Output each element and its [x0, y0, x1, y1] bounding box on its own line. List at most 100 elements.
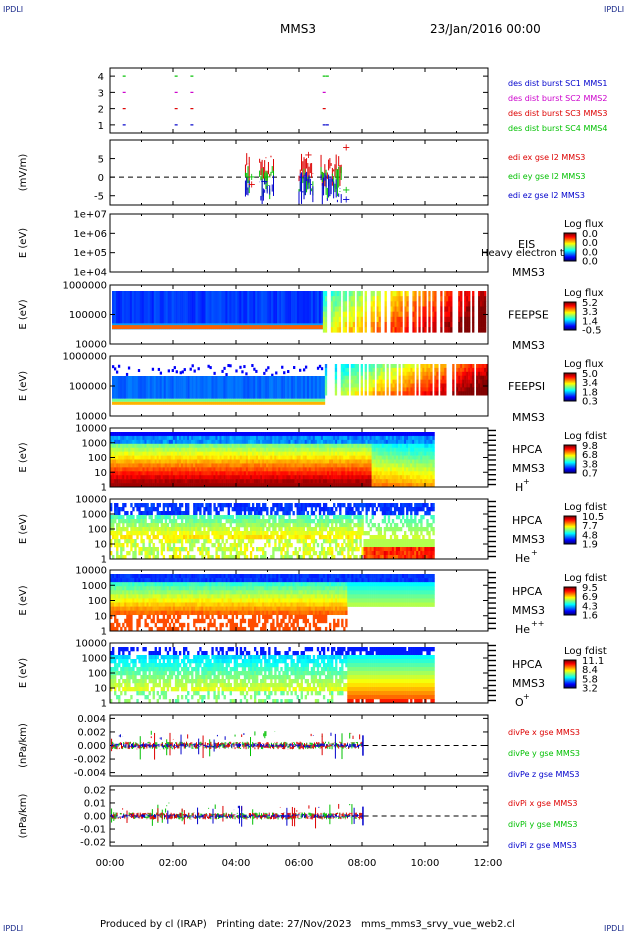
hpca_h-cell — [187, 432, 190, 437]
hpca_h-cell — [333, 475, 336, 480]
feepsi-cell — [281, 398, 284, 402]
eis-colorbar-cell — [564, 258, 576, 260]
feepsi-cell — [458, 375, 461, 380]
feepsi-cell — [117, 401, 121, 405]
feepsi-cell — [289, 376, 292, 399]
hpca_h-cell — [359, 432, 362, 437]
feepse-cell — [376, 306, 379, 312]
hpca_he1-cell — [114, 531, 117, 536]
hpca_h-cell — [428, 451, 431, 456]
hpca_he1-cell — [162, 543, 166, 548]
hpca_h-cell — [312, 447, 316, 452]
feepsi-cell — [482, 367, 485, 373]
feepse-cell — [213, 291, 216, 324]
hpca_he1-cell — [219, 535, 222, 540]
feepse-cell — [344, 327, 348, 333]
feepsi-cell — [203, 398, 206, 402]
hpca_h-cell — [357, 443, 360, 449]
hpca_h-cell — [213, 432, 216, 437]
hpca_h-cell — [335, 435, 338, 441]
hpca_h-cell — [118, 455, 121, 460]
feepsi-cell — [408, 379, 411, 384]
hpca_h-cell — [308, 435, 312, 441]
hpca_h-cell — [217, 479, 220, 484]
hpca_h-cell — [304, 479, 307, 484]
hpca_h-cell — [278, 447, 281, 452]
hpca_he1-cell — [152, 547, 155, 552]
feepsi-colorbar-cell — [564, 396, 576, 398]
hpca_h-cell — [355, 483, 358, 488]
feepsi-cell — [412, 391, 415, 396]
hpca_h-cell — [136, 435, 139, 441]
hpca_h-cell — [286, 432, 289, 437]
hpca_h-cell — [187, 439, 190, 445]
feepsi-cell — [476, 371, 479, 376]
hpca_h-colorbar-value: 9.8 — [582, 441, 598, 452]
hpca_h-cell — [229, 432, 232, 437]
hpca_he1-cell — [187, 523, 190, 528]
feepsi-y-axis-label: E (eV) — [18, 371, 29, 401]
hpca_h-cell — [116, 455, 119, 460]
hpca_h-cell — [237, 463, 241, 468]
feepse-cell — [271, 325, 274, 330]
feepsi-cell — [308, 401, 312, 405]
hpca_he1-cell — [122, 527, 125, 532]
feepse-cell — [412, 327, 415, 333]
hpca_he1-cell — [227, 555, 230, 560]
feepse-cell — [334, 327, 338, 333]
feepsi-cell — [436, 367, 439, 373]
hpca_h-cell — [264, 459, 267, 464]
hpca_h-cell — [164, 479, 168, 484]
hpca_h-cell — [110, 435, 113, 441]
hpca_h-cell — [132, 467, 135, 472]
hpca_h-cell — [418, 467, 421, 472]
hpca_h-cell — [322, 471, 326, 476]
hpca_h-cell — [331, 463, 334, 468]
hpca_h-cell — [316, 432, 320, 437]
feepsi-cell — [344, 364, 348, 369]
hpca_h-cell — [387, 459, 391, 464]
feepse-cell — [460, 291, 463, 297]
hpca_h-cell — [282, 475, 285, 480]
hpca_h-cell — [201, 432, 204, 437]
feepse-cell — [384, 301, 387, 307]
feepsi-cell — [213, 376, 216, 399]
hpca_h-cell — [365, 479, 368, 484]
hpca_h-cell — [183, 479, 186, 484]
feepsi-cell — [344, 367, 348, 373]
feepsi-cell — [300, 398, 304, 402]
hpca_h-cell — [335, 467, 338, 472]
hpca_h-cell — [176, 467, 180, 472]
feepse-cell — [324, 296, 328, 302]
hpca_he1-cell — [154, 515, 157, 520]
hpca_h-cell — [235, 439, 239, 445]
hpca_h-cell — [178, 435, 182, 441]
hpca_h-cell — [112, 479, 115, 484]
hpca_h-cell — [136, 455, 139, 460]
feepse-cell — [378, 291, 381, 297]
hpca_h-cell — [219, 432, 222, 437]
hpca_he1-cell — [132, 507, 135, 512]
feepsi-cell — [390, 364, 393, 369]
hpca_he1-cell — [203, 535, 206, 540]
feepse-cell — [448, 321, 451, 328]
feepse-cell — [316, 291, 320, 324]
hpca_h-cell — [422, 471, 425, 476]
hpca_h-cell — [331, 475, 334, 480]
hpca_h-cell — [233, 455, 237, 460]
feepsi-cell — [434, 391, 437, 396]
hpca_h-cell — [272, 451, 275, 456]
hpca_h-cell — [337, 467, 340, 472]
hpca_h-cell — [337, 455, 340, 460]
hpca_h-cell — [268, 459, 271, 464]
hpca_h-cell — [286, 459, 289, 464]
hpca_h-cell — [347, 471, 350, 476]
feepsi-cell — [119, 401, 123, 405]
hpca_h-cell — [239, 443, 243, 449]
hpca_he1-cell — [215, 547, 218, 552]
hpca_h-cell — [262, 455, 265, 460]
hpca_h-cell — [241, 463, 245, 468]
feepse-cell — [412, 321, 415, 328]
feepsi-cell — [430, 387, 433, 392]
hpca_he1-cell — [146, 523, 149, 528]
